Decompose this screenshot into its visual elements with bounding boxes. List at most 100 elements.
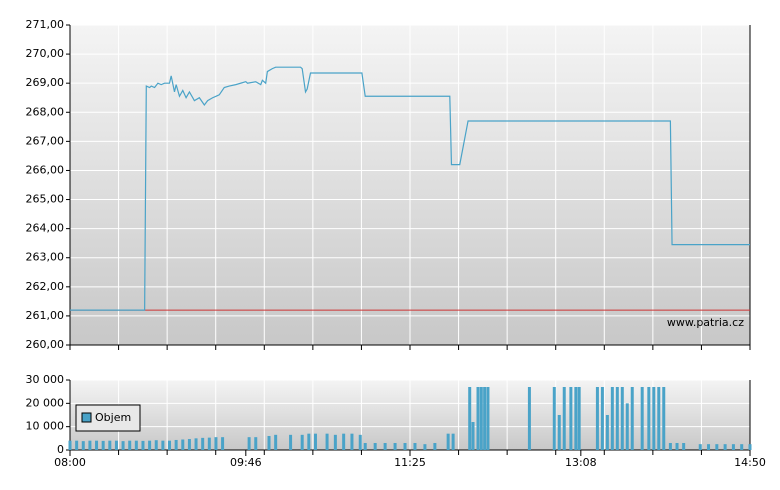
- y-tick-label: 270,00: [26, 47, 65, 60]
- volume-bar: [289, 434, 293, 450]
- volume-bar: [476, 387, 480, 450]
- volume-bar: [595, 387, 599, 450]
- volume-bar: [662, 387, 666, 450]
- y-tick-label: 262,00: [26, 280, 65, 293]
- volume-bar: [300, 434, 304, 450]
- y-tick-label: 265,00: [26, 193, 65, 206]
- volume-bar: [486, 387, 490, 450]
- volume-bar: [527, 387, 531, 450]
- price-line: [70, 66, 750, 311]
- x-tick-label: 13:08: [565, 456, 597, 469]
- volume-bar: [625, 403, 629, 450]
- volume-bar: [630, 387, 634, 450]
- volume-bar: [148, 440, 152, 450]
- volume-bar: [483, 387, 487, 450]
- volume-bar: [723, 444, 727, 450]
- volume-bar: [75, 440, 79, 450]
- y-tick-label: 0: [57, 443, 64, 456]
- volume-bar: [698, 444, 702, 450]
- volume-bar: [600, 387, 604, 450]
- x-tick-label: 11:25: [394, 456, 426, 469]
- volume-bar: [168, 440, 172, 450]
- volume-bar: [569, 387, 573, 450]
- volume-bar: [214, 437, 218, 450]
- y-tick-label: 30 000: [26, 373, 65, 386]
- volume-bar: [358, 434, 362, 450]
- volume-bar: [682, 443, 686, 450]
- volume-bar: [221, 437, 225, 450]
- volume-bar: [194, 438, 198, 450]
- volume-bar: [668, 443, 672, 450]
- volume-bar: [342, 433, 346, 450]
- volume-bar: [267, 436, 271, 450]
- y-tick-label: 263,00: [26, 251, 65, 264]
- volume-bar: [657, 387, 661, 450]
- volume-bar: [446, 433, 450, 450]
- volume-bar: [383, 443, 387, 450]
- volume-bar: [181, 439, 185, 450]
- volume-bar: [552, 387, 556, 450]
- y-tick-label: 269,00: [26, 76, 65, 89]
- volume-bar: [707, 444, 711, 450]
- volume-bar: [174, 439, 178, 450]
- legend-label: Objem: [95, 411, 131, 424]
- volume-bar: [134, 440, 138, 450]
- volume-bar: [307, 433, 311, 450]
- y-tick-label: 267,00: [26, 134, 65, 147]
- volume-bar: [325, 433, 329, 450]
- volume-bar: [740, 444, 744, 450]
- volume-bar: [433, 443, 437, 450]
- volume-bar: [247, 437, 251, 450]
- y-tick-label: 20 000: [26, 396, 65, 409]
- volume-bar: [81, 441, 85, 450]
- volume-bar: [141, 440, 145, 450]
- volume-bar: [363, 443, 367, 450]
- volume-bar: [88, 440, 92, 450]
- volume-bar: [748, 444, 752, 450]
- volume-bar: [471, 422, 475, 450]
- volume-bar: [647, 387, 651, 450]
- volume-bar: [313, 433, 317, 450]
- volume-bar: [675, 443, 679, 450]
- volume-bar: [114, 440, 118, 450]
- volume-bar: [207, 437, 211, 450]
- volume-bar: [413, 443, 417, 450]
- y-tick-label: 268,00: [26, 105, 65, 118]
- volume-bar: [620, 387, 624, 450]
- volume-bar: [562, 387, 566, 450]
- volume-bar: [121, 441, 125, 450]
- volume-bar: [640, 387, 644, 450]
- volume-bar: [577, 387, 581, 450]
- y-tick-label: 261,00: [26, 309, 65, 322]
- y-tick-label: 271,00: [26, 18, 65, 31]
- y-tick-label: 260,00: [26, 338, 65, 351]
- volume-bar: [108, 440, 112, 450]
- volume-bar: [68, 440, 72, 450]
- volume-bar: [479, 387, 483, 450]
- volume-bar: [652, 387, 656, 450]
- legend-swatch: [81, 412, 92, 423]
- y-tick-label: 10 000: [26, 420, 65, 433]
- volume-bar: [95, 440, 99, 450]
- volume-bar: [154, 440, 158, 450]
- y-tick-label: 264,00: [26, 222, 65, 235]
- volume-bar: [557, 415, 561, 450]
- y-tick-label: 266,00: [26, 163, 65, 176]
- volume-bar: [373, 443, 377, 450]
- volume-bar: [101, 440, 105, 450]
- volume-bar: [731, 444, 735, 450]
- volume-bar: [274, 434, 278, 450]
- x-tick-label: 14:50: [734, 456, 766, 469]
- watermark: www.patria.cz: [667, 316, 744, 329]
- volume-bar: [187, 439, 191, 450]
- volume-bar: [161, 440, 165, 450]
- volume-bar: [574, 387, 578, 450]
- volume-bar: [403, 443, 407, 450]
- volume-bar: [333, 434, 337, 450]
- volume-bar: [605, 415, 609, 450]
- volume-bar: [201, 437, 205, 450]
- volume-bar: [350, 433, 354, 450]
- volume-bar: [715, 444, 719, 450]
- volume-bar: [615, 387, 619, 450]
